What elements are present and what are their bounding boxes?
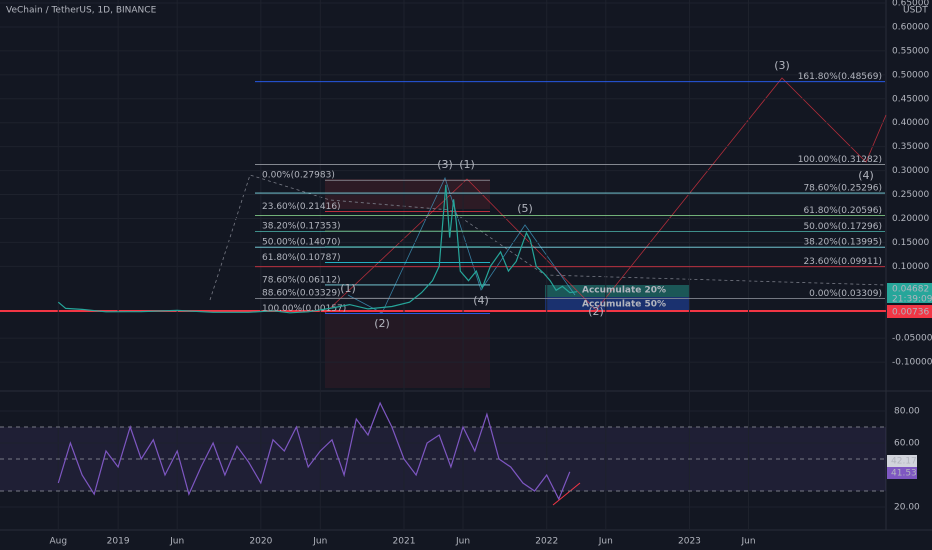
y-tick-label: 0.35000 — [892, 142, 929, 152]
rsi-ma: 42.17 — [891, 457, 917, 467]
wave-label: (4) — [858, 169, 874, 182]
y-tick-label: 20.00 — [894, 503, 920, 513]
y-tick-label: 60.00 — [894, 439, 920, 449]
fib-label: 23.60%(0.21416) — [262, 202, 341, 212]
y-tick-label: 0.50000 — [892, 70, 929, 80]
fib-label: 61.80%(0.10787) — [262, 253, 341, 263]
rsi-tag — [887, 467, 917, 479]
y-tick-label: -0.05000 — [892, 334, 932, 344]
y-tick-label: -0.10000 — [892, 358, 932, 368]
wave-label: (1) — [459, 158, 475, 171]
x-tick-label: Jun — [598, 537, 613, 547]
zone-label: Accumulate 50% — [582, 300, 666, 310]
wave-label: (1) — [340, 282, 356, 295]
wave-label: (3) — [437, 158, 453, 171]
last-price-tag — [887, 283, 932, 303]
fib-label: 61.80%(0.20596) — [803, 206, 882, 216]
x-tick-label: Jun — [169, 537, 184, 547]
currency-label: USDT — [903, 6, 928, 16]
divergence-line — [552, 482, 581, 506]
rsi-ma-tag — [887, 455, 917, 467]
fib-label: 78.60%(0.25296) — [803, 184, 882, 194]
x-tick-label: Jun — [455, 537, 470, 547]
x-tick-label: 2023 — [678, 537, 701, 547]
wave-label: (4) — [473, 294, 489, 307]
y-tick-label: 0.30000 — [892, 166, 929, 176]
y-tick-label: 80.00 — [894, 407, 920, 417]
x-tick-label: 2021 — [393, 537, 416, 547]
fib-label: 100.00%(0.31282) — [798, 155, 882, 165]
chart-title: VeChain / TetherUS, 1D, BINANCE — [6, 6, 157, 16]
wave-label: (3) — [774, 59, 790, 72]
y-tick-label: 0.55000 — [892, 46, 929, 56]
projection-line — [209, 174, 887, 301]
wave-label: (2) — [374, 317, 390, 330]
y-tick-label: 0.25000 — [892, 190, 929, 200]
wave-label: (5) — [517, 202, 533, 215]
series-line — [57, 401, 571, 501]
fib-label: 78.60%(0.06112) — [262, 275, 341, 285]
x-tick-label: 2019 — [107, 537, 130, 547]
last-price: 0.04682 — [892, 285, 929, 295]
fib-label: 0.00%(0.27983) — [262, 171, 335, 181]
countdown: 21:39:09 — [892, 295, 932, 305]
y-tick-label: 0.45000 — [892, 94, 929, 104]
wave-label: (2) — [588, 305, 604, 318]
y-tick-label: 0.15000 — [892, 238, 929, 248]
y-tick-label: 0.65000 — [892, 0, 929, 9]
fib-label: 50.00%(0.17296) — [803, 222, 882, 232]
y-tick-label: 0.10000 — [892, 262, 929, 272]
rsi-value: 41.53 — [891, 469, 917, 479]
fib-label: 23.60%(0.09911) — [803, 257, 882, 267]
fib-label: 38.20%(0.13995) — [803, 238, 882, 248]
fib-label: 50.00%(0.14070) — [262, 237, 341, 247]
y-tick-label: 0.20000 — [892, 214, 929, 224]
series-line — [57, 184, 578, 314]
fib-label: 38.20%(0.17353) — [262, 222, 341, 232]
x-tick-label: 2022 — [535, 537, 558, 547]
x-tick-label: Jun — [312, 537, 327, 547]
fib-label: 161.80%(0.48569) — [798, 72, 882, 82]
projection-box — [325, 313, 490, 388]
fib-label: 88.60%(0.03329) — [262, 289, 341, 299]
line-price: 0.00736 — [892, 308, 929, 318]
accumulate-zone — [545, 285, 690, 297]
x-tick-label: 2020 — [249, 537, 272, 547]
y-tick-label: 0.40000 — [892, 118, 929, 128]
accumulate-zone — [545, 297, 690, 310]
x-tick-label: Aug — [49, 537, 67, 547]
fib-label: 100.00%(0.00157) — [262, 304, 346, 314]
zone-label: Accumulate 20% — [582, 286, 666, 296]
x-tick-label: Jun — [740, 537, 755, 547]
fib-label: 0.00%(0.03309) — [809, 289, 882, 299]
line-price-tag — [887, 305, 932, 318]
y-tick-label: 0.60000 — [892, 22, 929, 32]
